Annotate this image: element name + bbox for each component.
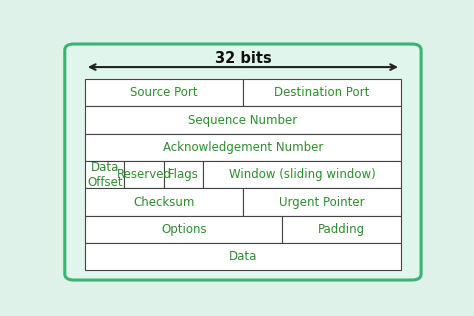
Text: Reserved: Reserved <box>117 168 172 181</box>
Bar <box>243 188 401 216</box>
Bar <box>283 216 401 243</box>
Text: Window (sliding window): Window (sliding window) <box>229 168 375 181</box>
Text: Options: Options <box>161 223 207 236</box>
Bar <box>85 79 243 106</box>
Bar <box>85 243 401 270</box>
Text: Sequence Number: Sequence Number <box>188 114 298 127</box>
Bar <box>85 161 125 188</box>
Bar <box>125 161 164 188</box>
Bar <box>203 161 401 188</box>
Text: Acknowledgement Number: Acknowledgement Number <box>163 141 323 154</box>
Text: Padding: Padding <box>318 223 365 236</box>
Bar <box>85 106 401 134</box>
Text: Data: Data <box>229 250 257 263</box>
Text: Flags: Flags <box>168 168 199 181</box>
Text: 32 bits: 32 bits <box>215 51 271 66</box>
Text: Destination Port: Destination Port <box>274 86 370 99</box>
Bar <box>85 188 243 216</box>
Bar <box>164 161 203 188</box>
Text: Data
Offset: Data Offset <box>87 161 122 189</box>
Text: Source Port: Source Port <box>130 86 198 99</box>
Bar <box>243 79 401 106</box>
Text: Urgent Pointer: Urgent Pointer <box>279 196 365 209</box>
FancyBboxPatch shape <box>85 79 401 270</box>
Bar <box>85 134 401 161</box>
Bar <box>85 216 283 243</box>
Text: Checksum: Checksum <box>133 196 195 209</box>
FancyBboxPatch shape <box>65 44 421 280</box>
